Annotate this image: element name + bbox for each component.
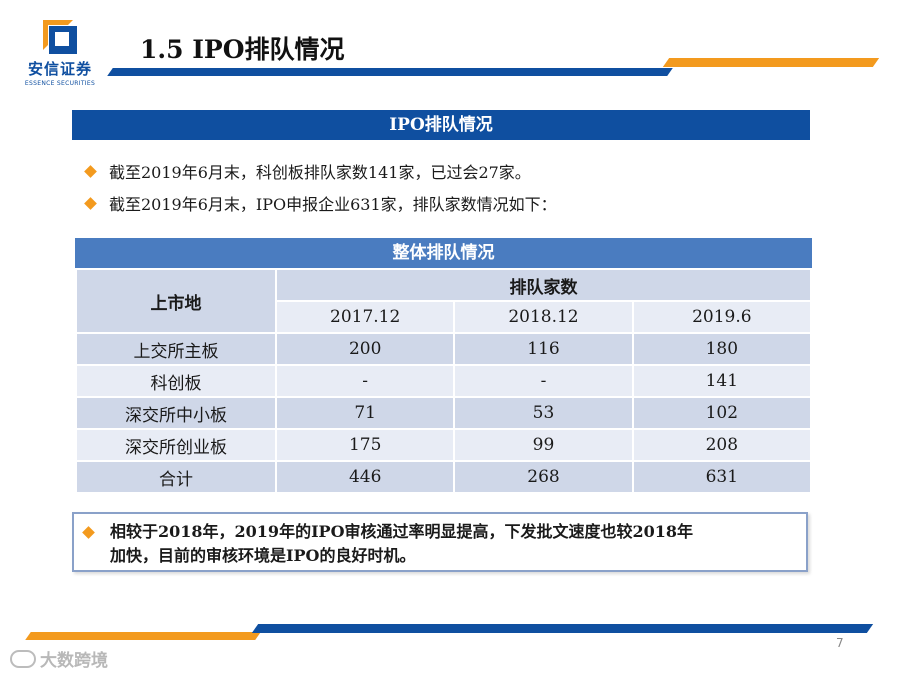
footer-stripe-blue — [251, 624, 874, 633]
table-row: 上交所主板 200 116 180 — [75, 332, 813, 366]
bullet-item: 截至2019年6月末，科创板排队家数141家，已过会27家。 — [82, 160, 802, 182]
cell-value: 631 — [631, 460, 813, 494]
queue-table-grid: 上市地 排队家数 2017.12 2018.12 2019.6 上交所主板 20… — [75, 268, 813, 494]
row-header-market: 上市地 — [75, 268, 277, 334]
section-banner: IPO排队情况 — [72, 110, 810, 140]
queue-table: 整体排队情况 上市地 排队家数 2017.12 2018.12 2019.6 上… — [75, 238, 813, 494]
table-caption: 整体排队情况 — [75, 238, 812, 268]
watermark: 大数跨境 — [10, 646, 108, 671]
cell-value: 180 — [631, 332, 813, 366]
bullet-text: 截至2019年6月末，IPO申报企业631家，排队家数情况如下： — [109, 195, 557, 214]
logo-subtitle: ESSENCE SECURITIES — [24, 80, 96, 87]
cell-value: 116 — [453, 332, 634, 366]
header-stripe-orange — [662, 58, 880, 67]
table-row: 深交所中小板 71 53 102 — [75, 396, 813, 430]
diamond-bullet-icon — [84, 164, 97, 178]
group-header-count: 排队家数 — [275, 268, 812, 302]
year-header: 2018.12 — [453, 300, 634, 334]
year-header: 2017.12 — [274, 300, 456, 334]
table-row: 科创板 - - 141 — [75, 364, 813, 398]
brand-logo: 安信证券 ESSENCE SECURITIES — [14, 14, 106, 94]
conclusion-box: 相较于2018年，2019年的IPO审核通过率明显提高，下发批文速度也较2018… — [72, 512, 808, 572]
cell-value: 102 — [631, 396, 813, 430]
row-label: 深交所创业板 — [75, 428, 277, 462]
cell-value: 53 — [453, 396, 634, 430]
cell-value: 71 — [274, 396, 456, 430]
cell-value: 446 — [274, 460, 456, 494]
watermark-text: 大数跨境 — [40, 651, 108, 671]
watermark-logo-icon — [10, 649, 36, 668]
footer-stripe-orange — [25, 632, 261, 640]
row-label: 合计 — [75, 460, 277, 494]
row-label: 上交所主板 — [75, 332, 277, 366]
conclusion-line-2: 加快，目前的审核环境是IPO的良好时机。 — [110, 546, 416, 565]
diamond-bullet-icon — [84, 196, 97, 210]
diamond-bullet-icon — [82, 526, 95, 539]
row-label: 深交所中小板 — [75, 396, 277, 430]
cell-value: 268 — [453, 460, 634, 494]
cell-value: 175 — [274, 428, 456, 462]
logo-mark-icon — [43, 20, 77, 54]
bullet-item: 截至2019年6月末，IPO申报企业631家，排队家数情况如下： — [82, 192, 802, 214]
bullet-text: 截至2019年6月末，科创板排队家数141家，已过会27家。 — [109, 163, 531, 182]
cell-value: 141 — [631, 364, 813, 398]
logo-name: 安信证券 — [27, 60, 92, 78]
cell-value: 99 — [453, 428, 634, 462]
header-stripe-blue — [107, 68, 673, 76]
conclusion-text: 相较于2018年，2019年的IPO审核通过率明显提高，下发批文速度也较2018… — [82, 520, 796, 568]
table-row-total: 合计 446 268 631 — [75, 460, 813, 494]
page-title: 1.5 IPO排队情况 — [140, 35, 345, 64]
year-header: 2019.6 — [631, 300, 813, 334]
row-label: 科创板 — [75, 364, 277, 398]
conclusion-line-1: 相较于2018年，2019年的IPO审核通过率明显提高，下发批文速度也较2018… — [110, 522, 694, 541]
page-number: 7 — [836, 636, 844, 650]
cell-value: - — [453, 364, 634, 398]
cell-value: 200 — [274, 332, 456, 366]
cell-value: - — [274, 364, 456, 398]
table-row: 深交所创业板 175 99 208 — [75, 428, 813, 462]
cell-value: 208 — [631, 428, 813, 462]
bullet-list: 截至2019年6月末，科创板排队家数141家，已过会27家。 截至2019年6月… — [82, 160, 802, 224]
